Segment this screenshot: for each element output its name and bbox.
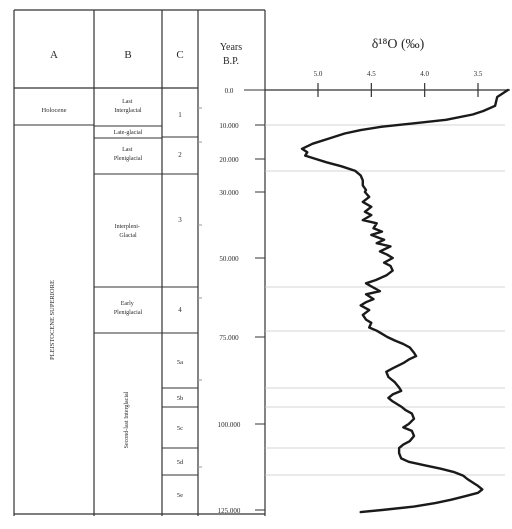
- isotope-axis-ticks: 5.0 4.5 4.0 3.5: [314, 70, 483, 97]
- stage-5d: 5d: [177, 459, 184, 466]
- isotope-tick-label-3: 3.5: [474, 70, 483, 78]
- phase-last-pleniglacial-line1: Last: [122, 147, 133, 153]
- phase-second-last-interglacial: Second-last Interglacial: [124, 391, 130, 448]
- table-grid: [13, 9, 266, 516]
- isotope-tick-label-1: 4.5: [367, 70, 376, 78]
- phase-last-interglacial: Last Interglacial: [114, 99, 142, 114]
- stage-5a: 5a: [177, 359, 183, 366]
- isotope-curve-line: [300, 88, 510, 514]
- plot-guidelines: [265, 124, 505, 476]
- stage-1: 1: [178, 111, 182, 119]
- header-col-a: A: [50, 49, 58, 61]
- year-label-75000: 75.000: [219, 334, 239, 342]
- epoch-pleistocene: PLEISTOCENE SUPERIORE: [49, 280, 56, 360]
- phase-early-pleniglacial: Early Pleniglacial: [114, 301, 143, 316]
- isotope-axis-title: δ¹⁸O (‰): [372, 37, 425, 52]
- year-label-125000: 125.000: [218, 507, 241, 515]
- epoch-holocene: Holocene: [42, 107, 67, 114]
- phase-interpleni-glacial-line1: Interpleni-: [115, 224, 140, 230]
- isotope-tick-label-2: 4.0: [420, 70, 429, 78]
- stage-4: 4: [178, 306, 182, 314]
- phase-last-interglacial-line1: Last: [122, 99, 133, 105]
- stage-3: 3: [178, 216, 182, 224]
- stage-5e: 5e: [177, 492, 183, 499]
- stage-5b: 5b: [177, 395, 184, 402]
- year-label-0: 0.0: [225, 87, 234, 95]
- phase-early-pleniglacial-line2: Pleniglacial: [114, 310, 143, 316]
- years-axis: [198, 89, 265, 511]
- phase-interpleni-glacial: Interpleni- Glacial: [115, 224, 142, 239]
- isotope-tick-label-0: 5.0: [314, 70, 323, 78]
- phase-last-interglacial-line2: Interglacial: [114, 108, 142, 114]
- header-col-b: B: [124, 49, 131, 61]
- header-years: Years: [220, 42, 242, 53]
- stage-2: 2: [178, 151, 182, 159]
- phase-last-pleniglacial-line2: Pleniglacial: [114, 156, 143, 162]
- year-label-20000: 20.000: [219, 156, 239, 164]
- year-label-50000: 50.000: [219, 255, 239, 263]
- phase-early-pleniglacial-line1: Early: [121, 301, 134, 307]
- year-label-100000: 100.000: [218, 421, 241, 429]
- header-bp: B.P.: [223, 56, 239, 67]
- phase-interpleni-glacial-line2: Glacial: [119, 233, 137, 239]
- phase-late-glacial: Late-glacial: [114, 130, 143, 136]
- phase-last-pleniglacial: Last Pleniglacial: [114, 147, 143, 162]
- year-label-30000: 30.000: [219, 189, 239, 197]
- header-col-c: C: [176, 49, 183, 61]
- stage-5c: 5c: [177, 425, 183, 432]
- year-label-10000: 10.000: [219, 122, 239, 130]
